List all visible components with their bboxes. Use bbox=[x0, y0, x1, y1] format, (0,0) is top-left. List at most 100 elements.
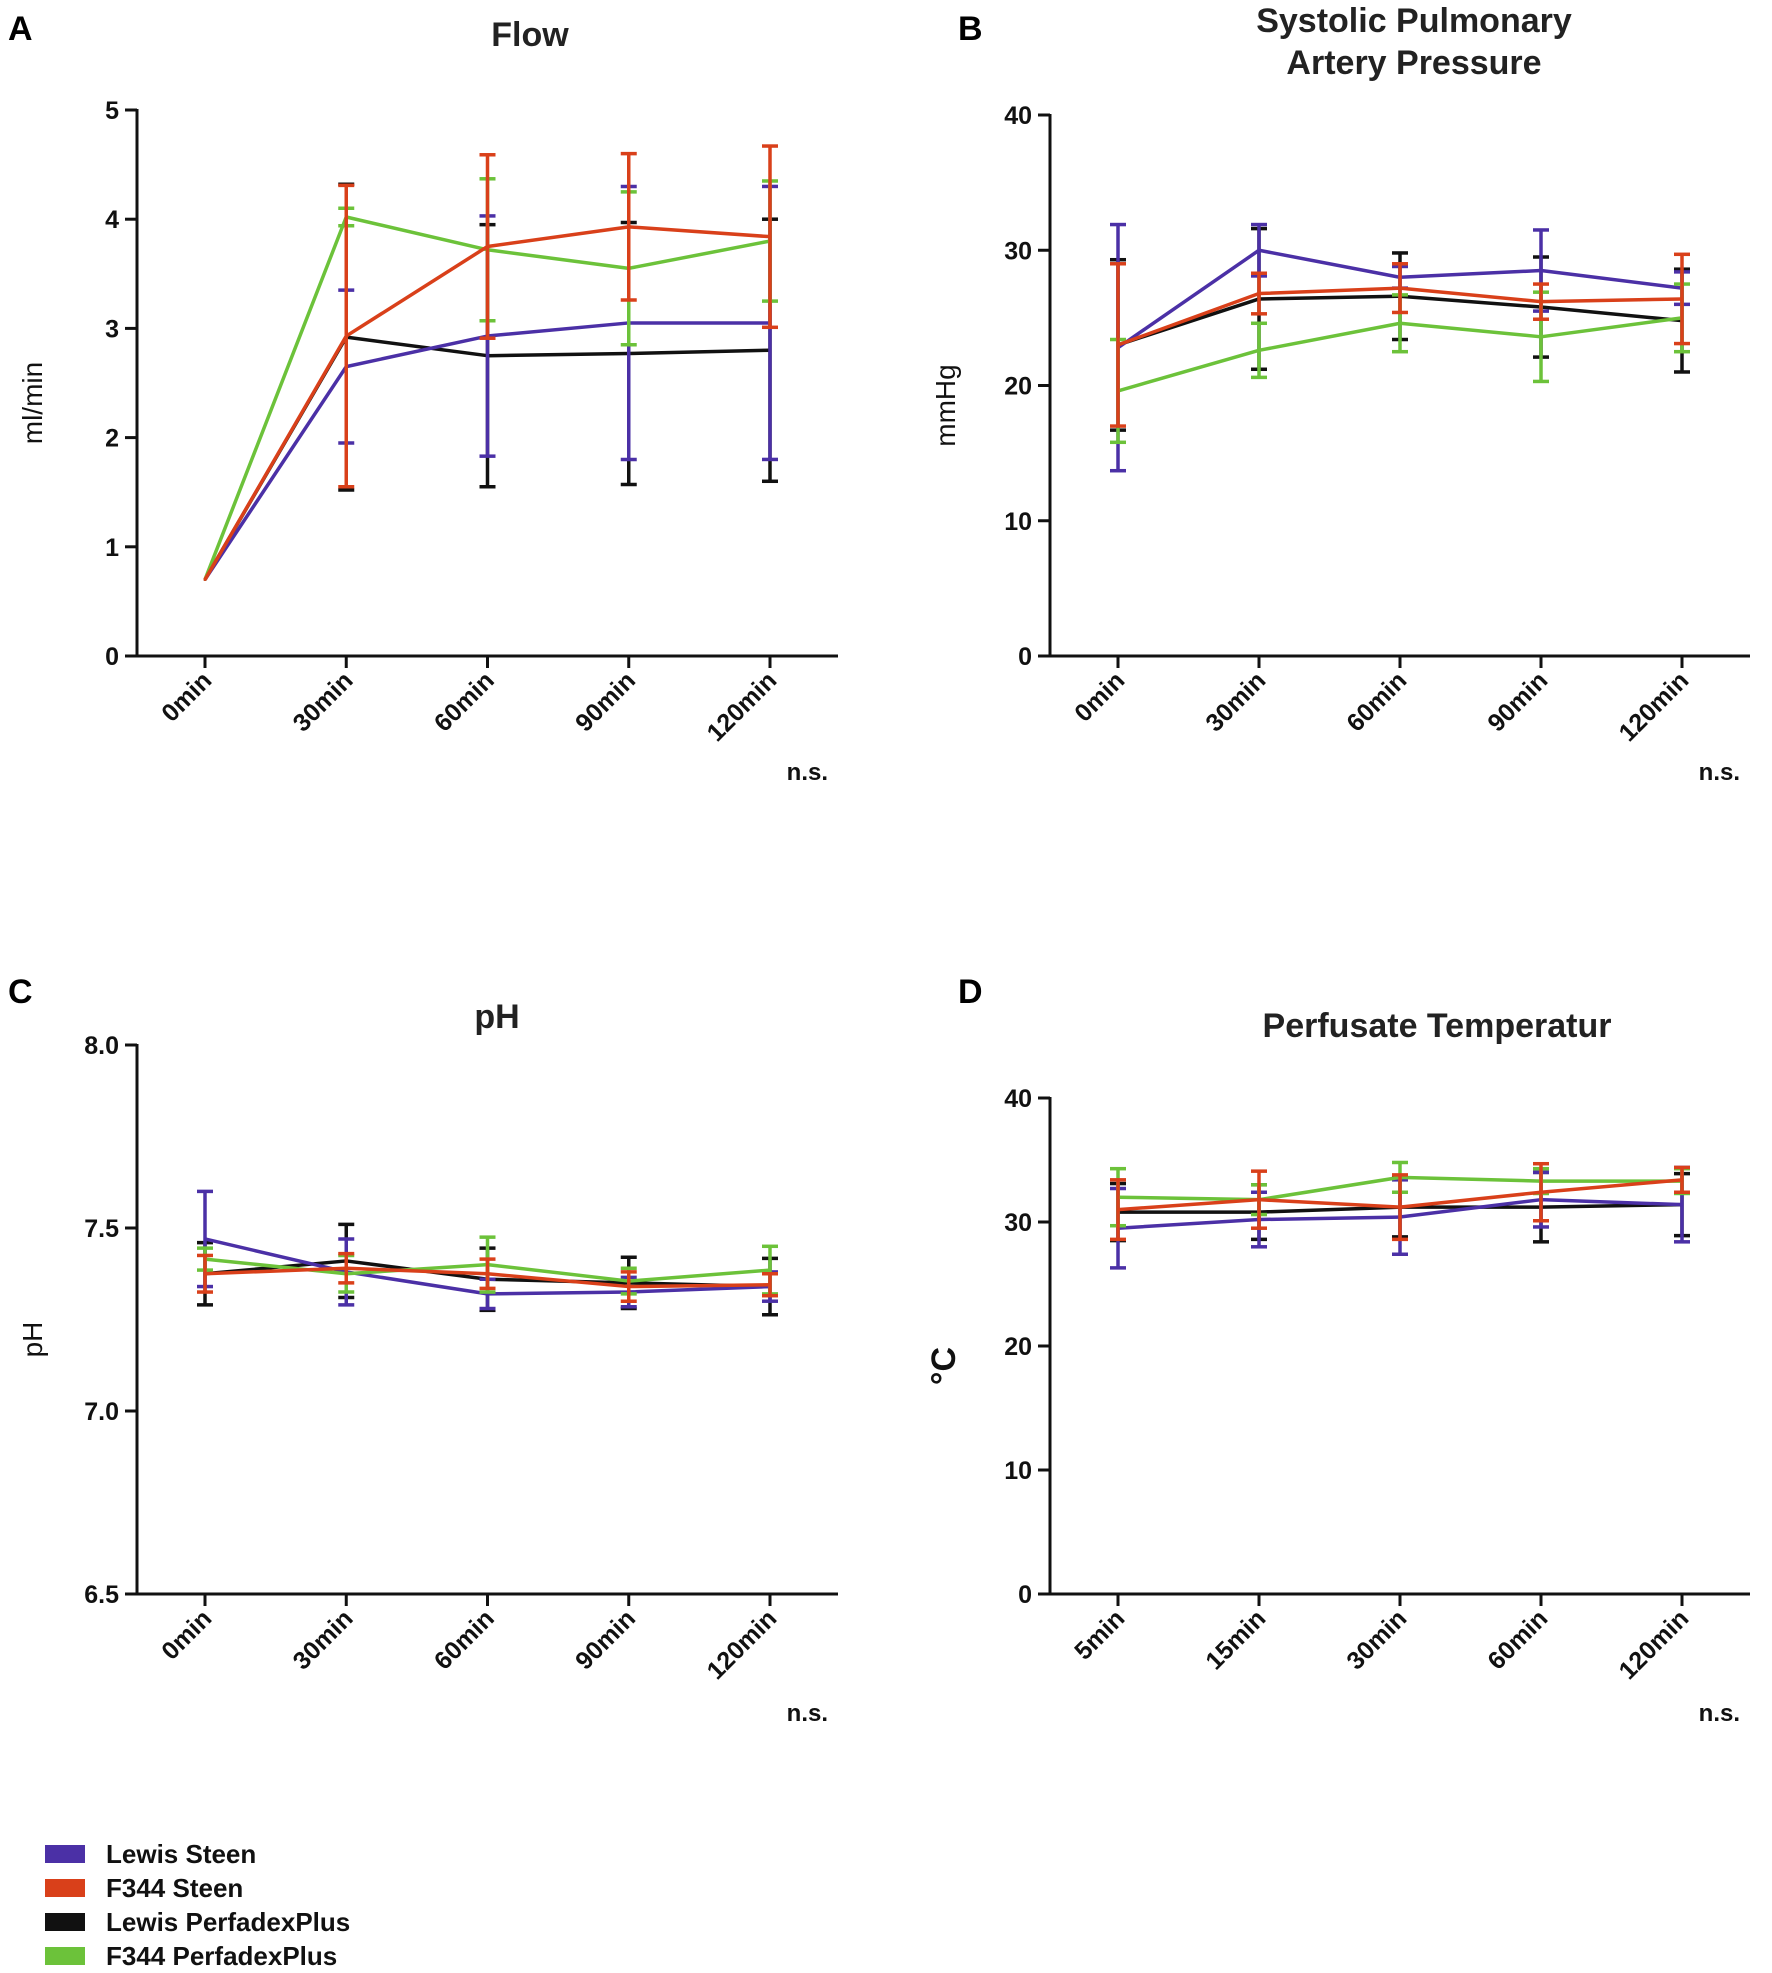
data-point bbox=[486, 245, 489, 248]
legend-swatch bbox=[45, 1845, 85, 1863]
y-tick-label: 30 bbox=[1004, 237, 1032, 265]
x-tick-label: 0min bbox=[1069, 666, 1130, 727]
significance-note: n.s. bbox=[787, 759, 828, 786]
data-point bbox=[1116, 1208, 1120, 1212]
y-axis-label: °C bbox=[925, 1347, 963, 1385]
panel-letter: A bbox=[8, 10, 33, 48]
y-tick-label: 0 bbox=[1018, 643, 1032, 671]
x-tick-label: 30min bbox=[288, 1604, 359, 1675]
data-point bbox=[768, 235, 772, 239]
panel-d: D Perfusate Temperatur 0 10 20 30 40 5min 15min 3… bbox=[925, 973, 1750, 1727]
data-point bbox=[1680, 1203, 1684, 1207]
data-point bbox=[1257, 348, 1261, 352]
x-tick-label: 60min bbox=[1341, 666, 1412, 737]
y-tick-label: 7.5 bbox=[84, 1215, 119, 1243]
y-tick-label: 10 bbox=[1004, 508, 1032, 536]
x-tick-label: 30min bbox=[1200, 666, 1271, 737]
data-point bbox=[203, 1237, 207, 1241]
y-tick-label: 6.5 bbox=[84, 1581, 119, 1609]
legend-swatch bbox=[45, 1879, 85, 1897]
chart-title: Flow bbox=[491, 16, 569, 54]
panel-b: B Systolic Pulmonary Artery Pressure 0 10 20 3… bbox=[930, 2, 1750, 786]
y-tick-label: 8.0 bbox=[84, 1032, 119, 1060]
y-tick-label: 0 bbox=[105, 643, 119, 671]
legend-swatch bbox=[45, 1913, 85, 1931]
x-tick-label: 30min bbox=[288, 666, 359, 737]
y-tick-label: 5 bbox=[105, 97, 119, 125]
x-tick-label: 120min bbox=[702, 666, 783, 747]
legend-swatch bbox=[45, 1947, 85, 1965]
y-tick-label: 10 bbox=[1004, 1457, 1032, 1485]
panel-letter: B bbox=[958, 10, 983, 48]
data-point bbox=[627, 1285, 631, 1289]
significance-note: n.s. bbox=[1699, 1700, 1740, 1727]
y-tick-label: 7.0 bbox=[84, 1398, 119, 1426]
x-tick-label: 90min bbox=[570, 1604, 641, 1675]
data-point bbox=[1257, 1198, 1261, 1202]
data-point bbox=[768, 1268, 772, 1272]
data-point bbox=[1539, 300, 1543, 304]
data-point bbox=[203, 578, 207, 582]
data-point bbox=[486, 1272, 489, 1276]
y-tick-label: 3 bbox=[105, 315, 119, 343]
y-tick-label: 20 bbox=[1004, 1333, 1032, 1361]
y-tick-label: 4 bbox=[105, 206, 119, 234]
x-tick-label: 90min bbox=[1482, 666, 1553, 737]
y-axis-label: pH bbox=[17, 1322, 48, 1358]
data-point bbox=[344, 1266, 348, 1270]
data-point bbox=[1539, 269, 1543, 273]
data-point bbox=[1257, 292, 1261, 296]
panel-a: A Flow 0 1 2 3 4 5 0min 30min 60min 90min 120min ml/m… bbox=[8, 10, 838, 786]
x-tick-label: 120min bbox=[1614, 1604, 1695, 1685]
data-point bbox=[768, 1283, 772, 1287]
series-f344-steen bbox=[1110, 252, 1690, 428]
significance-note: n.s. bbox=[1699, 759, 1740, 786]
data-point bbox=[1257, 248, 1261, 252]
legend-label: F344 Steen bbox=[106, 1873, 243, 1903]
y-tick-label: 20 bbox=[1004, 373, 1032, 401]
series-f344-steen bbox=[1110, 1161, 1690, 1242]
x-tick-label: 0min bbox=[156, 666, 217, 727]
series-lewis-steen bbox=[197, 1189, 778, 1311]
data-point bbox=[1539, 1190, 1543, 1194]
data-point bbox=[1539, 335, 1543, 339]
x-tick-label: 0min bbox=[156, 1604, 217, 1665]
x-tick-label: 60min bbox=[1482, 1604, 1553, 1675]
x-tick-label: 15min bbox=[1200, 1604, 1271, 1675]
y-tick-label: 1 bbox=[105, 534, 119, 562]
data-point bbox=[1398, 286, 1402, 290]
panel-c: CpH 6.5 7.0 7.5 8.0 0min 30min 60min 90min 120min… bbox=[8, 973, 838, 1727]
legend-label: F344 PerfadexPlus bbox=[106, 1941, 337, 1971]
y-tick-label: 2 bbox=[105, 425, 119, 453]
x-tick-label: 120min bbox=[1614, 666, 1695, 747]
data-point bbox=[1680, 297, 1684, 301]
series-lewis-perfadexplus bbox=[203, 182, 778, 582]
series-f344-steen bbox=[197, 1251, 778, 1303]
x-tick-label: 120min bbox=[702, 1604, 783, 1685]
y-axis-label: ml/min bbox=[17, 362, 48, 444]
data-point bbox=[344, 334, 348, 338]
x-tick-label: 30min bbox=[1341, 1604, 1412, 1675]
chart-title: Artery Pressure bbox=[1286, 44, 1541, 82]
y-tick-label: 0 bbox=[1018, 1581, 1032, 1609]
x-tick-label: 5min bbox=[1069, 1604, 1130, 1665]
y-axis-label: mmHg bbox=[930, 364, 961, 446]
y-tick-label: 30 bbox=[1004, 1209, 1032, 1237]
data-point bbox=[1398, 1205, 1402, 1209]
legend-label: Lewis PerfadexPlus bbox=[106, 1907, 350, 1937]
x-tick-label: 60min bbox=[429, 1604, 500, 1675]
data-point bbox=[1116, 343, 1120, 347]
legend: Lewis Steen F344 Steen Lewis PerfadexPlus F… bbox=[45, 1839, 350, 1971]
legend-label: Lewis Steen bbox=[106, 1839, 256, 1869]
y-tick-label: 40 bbox=[1004, 102, 1032, 130]
chart-title: pH bbox=[474, 998, 519, 1036]
x-tick-label: 90min bbox=[570, 666, 641, 737]
data-point bbox=[203, 1272, 207, 1276]
series-f344-steen bbox=[203, 144, 778, 582]
y-tick-label: 40 bbox=[1004, 1085, 1032, 1113]
significance-note: n.s. bbox=[787, 1700, 828, 1727]
data-point bbox=[1680, 1178, 1684, 1182]
data-point bbox=[627, 225, 631, 229]
chart-title: Perfusate Temperatur bbox=[1263, 1007, 1612, 1045]
